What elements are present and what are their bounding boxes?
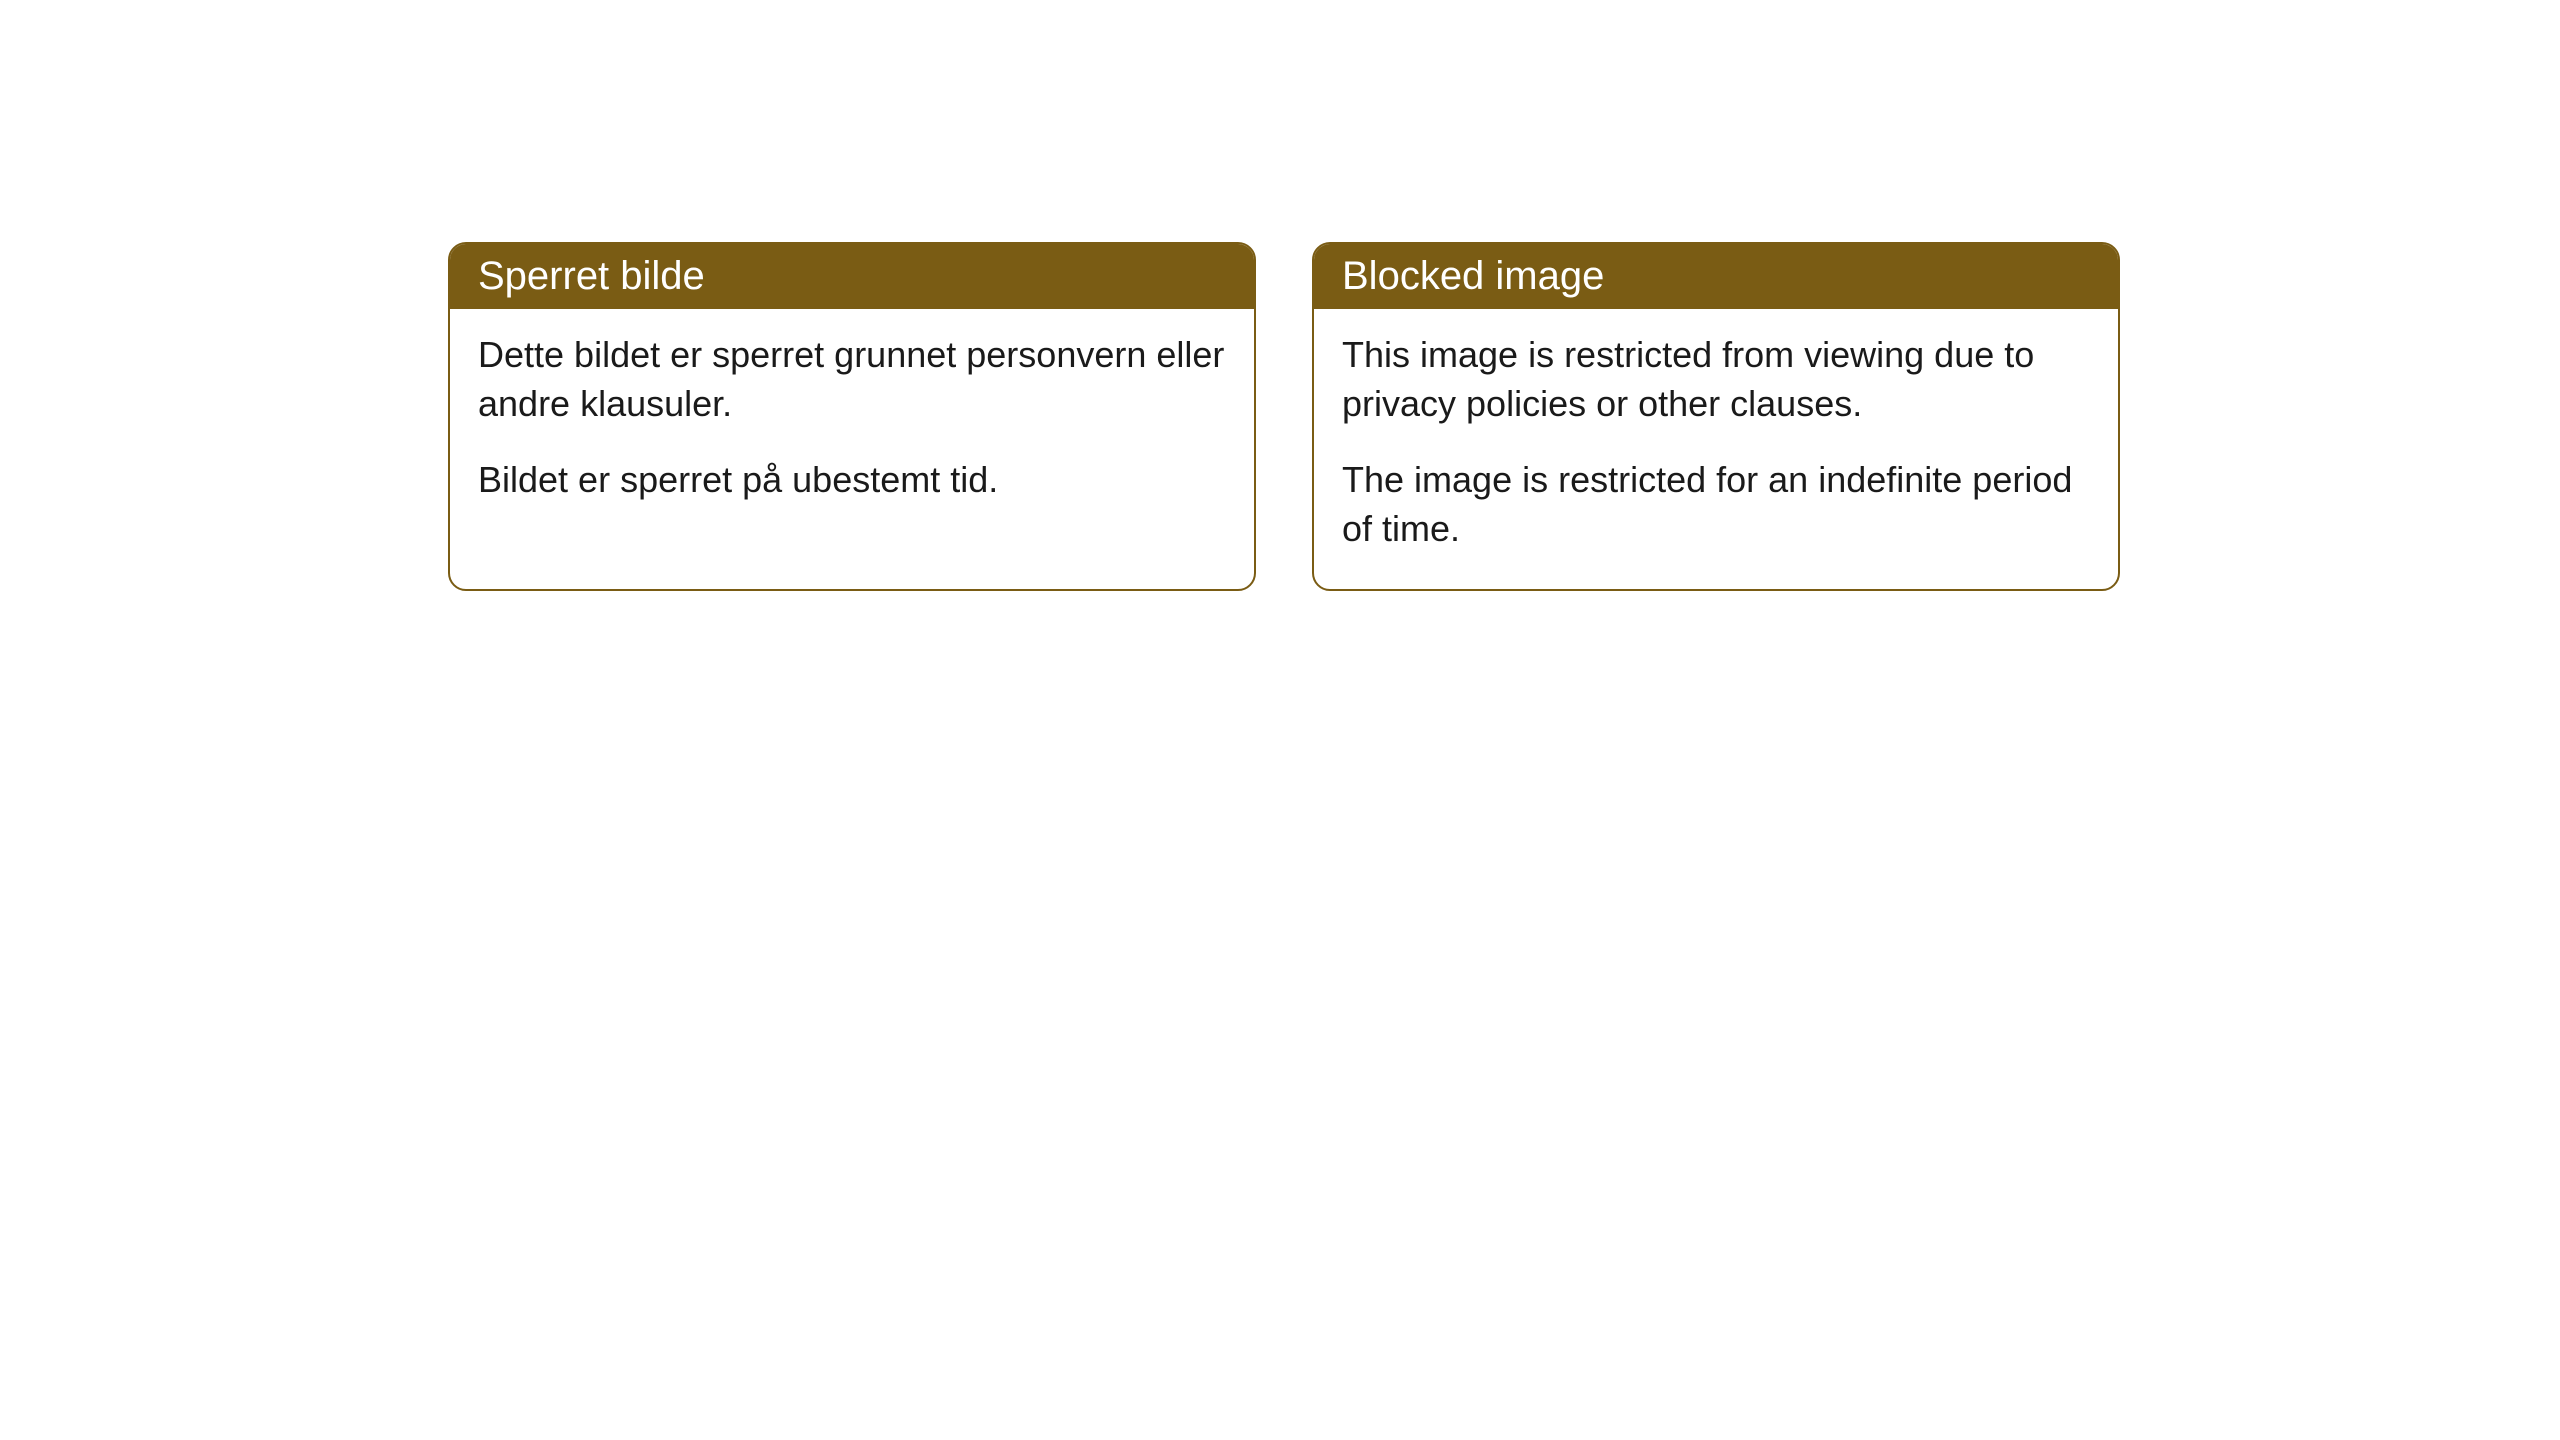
card-paragraph: The image is restricted for an indefinit… [1342, 456, 2090, 553]
card-title: Blocked image [1342, 254, 1604, 298]
blocked-image-card-norwegian: Sperret bilde Dette bildet er sperret gr… [448, 242, 1256, 591]
card-paragraph: This image is restricted from viewing du… [1342, 331, 2090, 428]
card-body: Dette bildet er sperret grunnet personve… [450, 309, 1254, 541]
card-body: This image is restricted from viewing du… [1314, 309, 2118, 589]
notice-cards-container: Sperret bilde Dette bildet er sperret gr… [448, 242, 2120, 591]
card-paragraph: Bildet er sperret på ubestemt tid. [478, 456, 1226, 505]
card-title: Sperret bilde [478, 254, 705, 298]
blocked-image-card-english: Blocked image This image is restricted f… [1312, 242, 2120, 591]
card-header: Blocked image [1314, 244, 2118, 309]
card-header: Sperret bilde [450, 244, 1254, 309]
card-paragraph: Dette bildet er sperret grunnet personve… [478, 331, 1226, 428]
